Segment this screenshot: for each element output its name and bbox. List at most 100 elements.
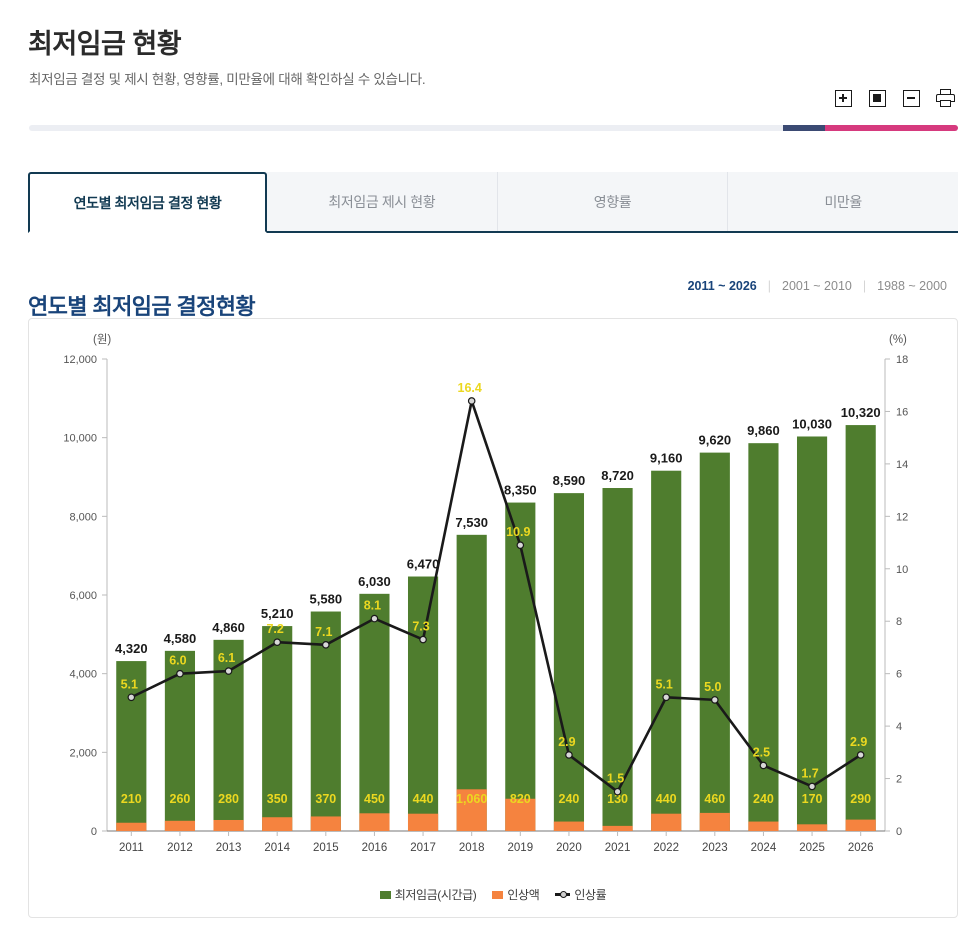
chart-panel[interactable]: 0 2,000 4,000 6,000 8,000 10,000 12,000 (원) 0 2 4 6… <box>28 318 958 918</box>
zoom-in-button[interactable] <box>833 88 853 108</box>
svg-text:2018: 2018 <box>459 842 485 854</box>
legend-item-increase: 인상액 <box>492 886 540 903</box>
svg-text:9,160: 9,160 <box>650 451 683 466</box>
accent-segment-navy <box>783 125 825 131</box>
zoom-out-button[interactable] <box>901 88 921 108</box>
svg-text:210: 210 <box>121 792 142 806</box>
accent-progress-bar <box>29 125 958 131</box>
svg-text:170: 170 <box>802 792 823 806</box>
svg-text:290: 290 <box>850 792 871 806</box>
accent-segment-pink <box>825 125 958 131</box>
svg-text:2024: 2024 <box>751 842 777 854</box>
plus-icon <box>834 89 852 107</box>
svg-text:4,580: 4,580 <box>164 631 197 646</box>
svg-text:4,320: 4,320 <box>115 641 148 656</box>
svg-text:5,580: 5,580 <box>310 592 343 607</box>
period-1988-2000[interactable]: 1988 ~ 2000 <box>877 279 947 293</box>
svg-text:6,000: 6,000 <box>69 590 97 602</box>
period-2001-2010[interactable]: 2001 ~ 2010 <box>782 279 852 293</box>
svg-text:8,350: 8,350 <box>504 483 537 498</box>
tab-below-rate[interactable]: 미만율 <box>728 172 959 231</box>
svg-text:2011: 2011 <box>119 842 144 854</box>
svg-text:9,860: 9,860 <box>747 423 780 438</box>
svg-text:0: 0 <box>896 826 902 838</box>
svg-text:1,060: 1,060 <box>456 792 487 806</box>
legend-label: 최저임금(시간급) <box>394 888 477 902</box>
svg-text:0: 0 <box>91 826 97 838</box>
svg-text:(%): (%) <box>889 334 907 346</box>
svg-text:1.7: 1.7 <box>801 766 818 780</box>
svg-text:12,000: 12,000 <box>63 354 97 366</box>
svg-text:16.4: 16.4 <box>458 381 482 395</box>
svg-text:12: 12 <box>896 511 908 523</box>
legend-item-rate: 인상률 <box>555 886 607 903</box>
svg-text:9,620: 9,620 <box>699 433 732 448</box>
svg-text:1.5: 1.5 <box>607 772 624 786</box>
svg-text:5.1: 5.1 <box>655 677 672 691</box>
svg-text:2026: 2026 <box>848 842 874 854</box>
svg-text:7.2: 7.2 <box>266 622 283 636</box>
svg-text:280: 280 <box>218 792 239 806</box>
page-title: 최저임금 현황 <box>28 29 182 60</box>
svg-text:450: 450 <box>364 792 385 806</box>
svg-text:240: 240 <box>559 792 580 806</box>
printer-icon <box>935 89 955 107</box>
svg-text:2015: 2015 <box>313 842 339 854</box>
legend-item-wage: 최저임금(시간급) <box>379 886 477 903</box>
tab-bar: 연도별 최저임금 결정 현황 최저임금 제시 현황 영향률 미만율 <box>28 172 959 233</box>
legend-swatch-green <box>379 890 391 899</box>
svg-text:2016: 2016 <box>362 842 388 854</box>
square-icon <box>868 89 886 107</box>
svg-text:8.1: 8.1 <box>364 599 381 613</box>
svg-text:10.9: 10.9 <box>506 525 530 539</box>
svg-text:260: 260 <box>170 792 191 806</box>
svg-text:8,720: 8,720 <box>601 468 634 483</box>
svg-text:6: 6 <box>896 669 902 681</box>
svg-text:240: 240 <box>753 792 774 806</box>
svg-text:6,470: 6,470 <box>407 557 440 572</box>
tab-proposal-status[interactable]: 최저임금 제시 현황 <box>267 172 498 231</box>
svg-text:2017: 2017 <box>410 842 436 854</box>
svg-text:8,590: 8,590 <box>553 473 586 488</box>
legend-swatch-orange <box>492 890 504 899</box>
svg-text:460: 460 <box>704 792 725 806</box>
svg-text:6.0: 6.0 <box>169 654 186 668</box>
legend-label: 인상률 <box>574 888 607 902</box>
svg-text:4,860: 4,860 <box>212 620 245 635</box>
minimum-wage-chart[interactable]: 02,0004,0006,0008,00010,00012,000(원)0246… <box>29 319 957 879</box>
svg-text:130: 130 <box>607 792 628 806</box>
svg-text:5,210: 5,210 <box>261 606 294 621</box>
svg-text:2013: 2013 <box>216 842 242 854</box>
svg-text:2014: 2014 <box>264 842 290 854</box>
svg-text:2021: 2021 <box>605 842 631 854</box>
svg-text:350: 350 <box>267 792 288 806</box>
tab-label: 미만율 <box>824 193 862 210</box>
svg-text:2025: 2025 <box>799 842 825 854</box>
svg-text:2012: 2012 <box>167 842 193 854</box>
svg-text:10,030: 10,030 <box>792 416 832 431</box>
legend-swatch-line <box>555 891 571 898</box>
svg-text:2.9: 2.9 <box>558 735 575 749</box>
svg-text:2019: 2019 <box>508 842 534 854</box>
print-button[interactable] <box>935 88 955 108</box>
tab-label: 영향률 <box>593 193 632 210</box>
svg-text:7.3: 7.3 <box>412 620 429 634</box>
period-selector: 2011 ~ 2026 | 2001 ~ 2010 | 1988 ~ 2000 <box>677 279 958 293</box>
tab-impact-rate[interactable]: 영향률 <box>497 172 729 231</box>
svg-text:2.9: 2.9 <box>850 735 867 749</box>
svg-text:2023: 2023 <box>702 842 728 854</box>
reset-button[interactable] <box>867 88 887 108</box>
svg-text:440: 440 <box>413 792 434 806</box>
svg-text:18: 18 <box>896 354 908 366</box>
svg-text:370: 370 <box>315 792 336 806</box>
svg-text:8: 8 <box>896 616 902 628</box>
period-2011-2026[interactable]: 2011 ~ 2026 <box>687 279 757 293</box>
svg-text:(원): (원) <box>93 332 111 346</box>
svg-text:6,030: 6,030 <box>358 574 391 589</box>
svg-text:8,000: 8,000 <box>69 511 97 523</box>
svg-text:7.1: 7.1 <box>315 625 332 639</box>
svg-text:14: 14 <box>896 459 908 471</box>
chart-legend: 최저임금(시간급) 인상액 인상률 <box>29 886 957 903</box>
tab-yearly-decision[interactable]: 연도별 최저임금 결정 현황 <box>28 172 267 233</box>
svg-text:7,530: 7,530 <box>455 515 488 530</box>
